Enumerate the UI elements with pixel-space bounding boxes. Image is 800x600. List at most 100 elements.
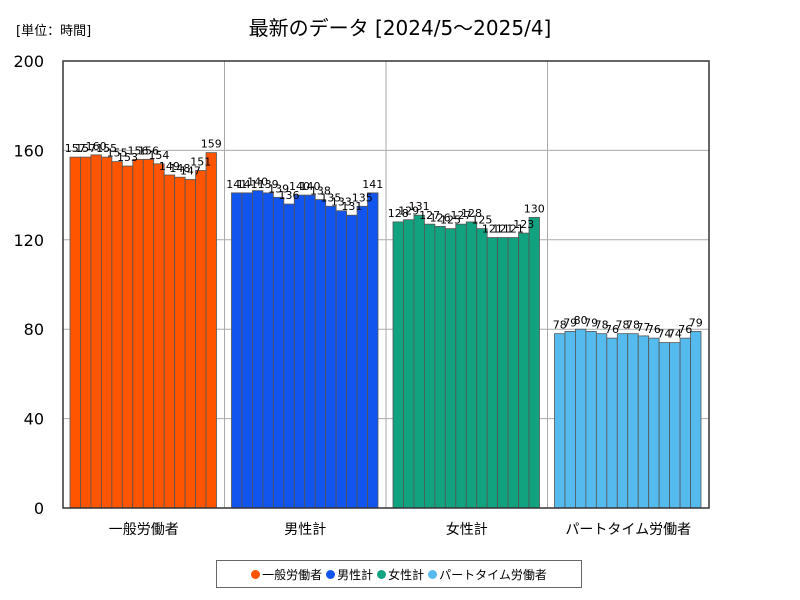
data-label: 79 [563,316,577,329]
data-label: 148 [169,162,190,175]
data-label: 157 [65,142,86,155]
bar [434,225,446,509]
data-label: 127 [419,209,440,222]
bar [564,331,576,509]
data-label: 125 [440,214,461,227]
bar [423,223,436,509]
bar [153,163,165,509]
data-label: 159 [201,138,222,151]
bar [658,342,671,509]
data-label: 135 [320,191,341,204]
bar [497,237,509,509]
legend-item: 一般労働者 [251,566,322,583]
bar [392,221,404,509]
bar [554,333,566,509]
x-tick-label: 女性計 [446,521,488,538]
bar [325,205,337,509]
legend-item: 男性計 [326,566,373,583]
data-label: 76 [678,323,692,336]
data-label: 139 [258,178,279,191]
bar [575,328,587,509]
bar [69,156,81,509]
bar [648,337,660,509]
data-label: 128 [461,207,482,220]
bar [231,192,243,509]
bar [205,152,217,509]
legend: 一般労働者 男性計 女性計 パートタイム労働者 [216,560,582,588]
bar [518,232,530,509]
bar [335,210,348,509]
x-tick-label: 男性計 [284,522,326,538]
y-tick-label: 160 [13,141,44,160]
data-label: 135 [352,191,373,204]
legend-marker [428,569,438,579]
data-label: 79 [689,316,703,329]
data-label: 123 [513,218,534,231]
bar [163,174,176,509]
data-label: 155 [96,142,117,155]
bar [606,337,618,509]
bar [367,192,379,509]
data-label: 131 [409,200,430,213]
data-label: 78 [616,319,630,332]
data-label: 138 [310,185,331,198]
bar [455,223,467,509]
bar [293,194,306,509]
bar [184,179,196,509]
data-label: 74 [657,328,671,341]
bar [111,161,123,509]
data-label: 80 [574,314,588,327]
bar [486,237,499,509]
unit-label: [単位：時間] [16,24,92,39]
data-label: 141 [237,178,258,191]
bar [413,214,425,509]
bar [507,237,519,509]
bar [272,196,285,509]
data-label: 128 [388,207,409,220]
data-label: 147 [180,164,201,177]
data-label: 78 [626,319,640,332]
data-label: 77 [636,321,650,334]
data-label: 74 [668,328,682,341]
bar [585,331,597,509]
bar [465,221,478,509]
bar [595,333,608,509]
bars [69,152,702,509]
bar [444,228,457,509]
data-label: 76 [647,323,661,336]
bar [356,205,368,509]
data-label: 121 [503,223,524,236]
bar [195,170,207,509]
data-label: 141 [362,178,383,191]
bar [283,203,295,509]
data-label: 140 [299,180,320,193]
data-label: 151 [190,156,211,169]
bar [241,192,253,509]
bar [528,217,540,509]
legend-item: パートタイム労働者 [428,566,547,583]
y-tick-label: 0 [34,499,44,518]
bar [690,331,702,509]
bar [132,158,144,509]
data-label: 156 [138,144,159,157]
bar [627,333,639,509]
data-label: 129 [398,205,419,218]
data-label: 133 [331,196,352,209]
data-label: 121 [492,223,513,236]
x-tick-label: 一般労働者 [109,522,179,538]
legend-label: 女性計 [388,567,425,582]
bar [142,158,155,509]
data-label: 141 [226,178,247,191]
data-label: 125 [471,214,492,227]
legend-label: 一般労働者 [262,567,323,582]
bar [174,176,186,509]
bar [637,335,650,509]
data-label: 79 [584,316,598,329]
data-label: 140 [247,176,268,189]
data-label: 130 [524,202,545,215]
bar [314,199,327,509]
data-label: 157 [75,142,96,155]
axes: 0 40 80 120 160 200 一般労働者 男性計 女性計 パートタイム労働者 [13,52,691,538]
data-label: 153 [117,151,138,164]
data-label: 78 [553,319,567,332]
